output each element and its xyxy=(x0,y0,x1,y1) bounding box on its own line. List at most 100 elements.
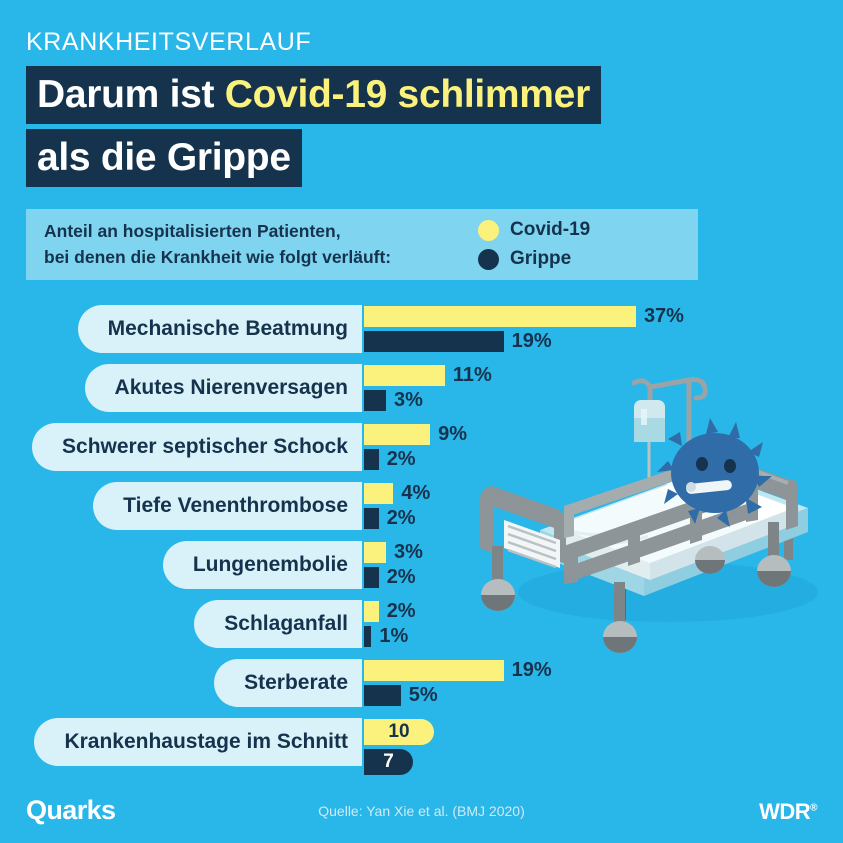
bar-line-flu: 19% xyxy=(364,330,834,353)
row-label-pill: Akutes Nierenversagen xyxy=(84,364,362,412)
chart-row: Krankenhaustage im Schnitt 10 7 xyxy=(0,713,843,775)
bar-line-flu: 7 xyxy=(364,748,834,776)
bar-line-flu: 1% xyxy=(364,625,834,648)
legend-band: Anteil an hospitalisierten Patienten, be… xyxy=(26,209,698,280)
legend-key-covid: Covid-19 xyxy=(478,219,590,241)
row-label: Sterberate xyxy=(244,671,348,694)
chart-row: Akutes Nierenversagen 11% 3% xyxy=(0,359,843,417)
wdr-logo-text: WDR xyxy=(759,799,811,824)
bar-line-covid: 11% xyxy=(364,364,834,387)
chart-row: Schlaganfall 2% 1% xyxy=(0,595,843,653)
row-label: Krankenhaustage im Schnitt xyxy=(64,730,348,753)
row-label-pill: Mechanische Beatmung xyxy=(77,305,362,353)
bar-value-covid: 2% xyxy=(386,600,416,622)
bar-covid xyxy=(364,660,504,681)
legend-description-line-2: bei denen die Krankheit wie folgt verläu… xyxy=(44,246,392,267)
bar-value-covid: 4% xyxy=(401,482,431,504)
row-bars: 37% 19% xyxy=(364,305,834,353)
page-kicker: KRANKHEITSVERLAUF xyxy=(26,28,312,56)
chart-row: Sterberate 19% 5% xyxy=(0,654,843,712)
row-label-pill: Tiefe Venenthrombose xyxy=(93,482,362,530)
row-bars: 11% 3% xyxy=(364,364,834,412)
row-bars: 10 7 xyxy=(364,718,834,776)
bar-value-flu: 2% xyxy=(386,566,416,588)
bar-covid: 10 xyxy=(364,719,434,745)
bar-value-covid: 10 xyxy=(388,721,410,742)
bar-line-flu: 2% xyxy=(364,448,834,471)
row-label: Tiefe Venenthrombose xyxy=(123,494,348,517)
headline-line-1-plain: Darum ist xyxy=(37,73,225,116)
bar-flu xyxy=(364,685,401,706)
headline-line-1: Darum ist Covid-19 schlimmer xyxy=(26,66,601,124)
bar-flu xyxy=(364,331,504,352)
bar-line-covid: 4% xyxy=(364,482,834,505)
row-label-pill: Krankenhaustage im Schnitt xyxy=(34,718,362,766)
bar-value-flu: 2% xyxy=(386,448,416,470)
wdr-logo: WDR® xyxy=(759,799,817,825)
bar-line-covid: 10 xyxy=(364,718,834,746)
row-label-pill: Lungenembolie xyxy=(162,541,362,589)
bar-line-covid: 9% xyxy=(364,423,834,446)
bar-covid xyxy=(364,424,431,445)
bar-chart: Mechanische Beatmung 37% 19% Akutes Nierenv… xyxy=(0,300,843,775)
quarks-logo: Quarks xyxy=(26,795,116,825)
bar-line-covid: 3% xyxy=(364,541,834,564)
bar-covid xyxy=(364,483,394,504)
bar-value-covid: 9% xyxy=(438,423,468,445)
legend-key-covid-label: Covid-19 xyxy=(510,219,591,240)
bar-value-covid: 37% xyxy=(643,305,684,327)
chart-row: Lungenembolie 3% 2% xyxy=(0,536,843,594)
bar-covid xyxy=(364,601,379,622)
row-bars: 4% 2% xyxy=(364,482,834,530)
legend-description: Anteil an hospitalisierten Patienten, be… xyxy=(44,219,474,270)
bar-value-covid: 11% xyxy=(452,364,492,386)
legend-key-grippe: Grippe xyxy=(478,248,590,270)
bar-value-covid: 3% xyxy=(394,541,423,563)
bar-flu xyxy=(364,449,379,470)
bar-value-flu: 3% xyxy=(394,389,423,411)
bar-covid xyxy=(364,306,636,327)
bar-value-flu: 1% xyxy=(379,625,409,647)
row-label-pill: Sterberate xyxy=(214,659,362,707)
row-bars: 2% 1% xyxy=(364,600,834,648)
source-note: Quelle: Yan Xie et al. (BMJ 2020) xyxy=(318,803,525,819)
bar-line-flu: 5% xyxy=(364,684,834,707)
circle-icon xyxy=(478,219,499,241)
bar-line-flu: 2% xyxy=(364,566,834,589)
row-bars: 9% 2% xyxy=(364,423,834,471)
bar-value-covid: 19% xyxy=(511,659,552,681)
chart-row: Schwerer septischer Schock 9% 2% xyxy=(0,418,843,476)
row-bars: 19% 5% xyxy=(364,659,834,707)
chart-row: Mechanische Beatmung 37% 19% xyxy=(0,300,843,358)
bar-flu xyxy=(364,390,387,411)
chart-row: Tiefe Venenthrombose 4% 2% xyxy=(0,477,843,535)
bar-line-covid: 2% xyxy=(364,600,834,623)
row-bars: 3% 2% xyxy=(364,541,834,589)
page-title: Darum ist Covid-19 schlimmer als die Gri… xyxy=(26,66,676,192)
row-label: Schlaganfall xyxy=(224,612,348,635)
bar-value-flu: 19% xyxy=(511,330,552,352)
legend-description-line-1: Anteil an hospitalisierten Patienten, xyxy=(44,221,341,242)
row-label: Schwerer septischer Schock xyxy=(62,435,348,458)
bar-line-covid: 19% xyxy=(364,659,834,682)
wdr-registered-mark: ® xyxy=(810,802,817,814)
bar-line-covid: 37% xyxy=(364,305,834,328)
bar-flu xyxy=(364,508,379,529)
headline-line-2: als die Grippe xyxy=(26,129,302,187)
bar-covid xyxy=(364,365,445,386)
bar-flu xyxy=(364,567,379,588)
legend-key-grippe-label: Grippe xyxy=(510,248,572,269)
bar-value-flu: 7 xyxy=(383,751,394,772)
bar-flu xyxy=(364,626,372,647)
legend-keys: Covid-19 Grippe xyxy=(478,219,590,270)
bar-value-flu: 5% xyxy=(408,684,438,706)
bar-line-flu: 3% xyxy=(364,389,834,412)
bar-covid xyxy=(364,542,387,563)
row-label: Akutes Nierenversagen xyxy=(114,376,348,399)
row-label: Lungenembolie xyxy=(192,553,348,576)
row-label: Mechanische Beatmung xyxy=(107,317,348,340)
footer: Quarks Quelle: Yan Xie et al. (BMJ 2020)… xyxy=(0,781,843,843)
row-label-pill: Schwerer septischer Schock xyxy=(32,423,362,471)
bar-value-flu: 2% xyxy=(386,507,416,529)
